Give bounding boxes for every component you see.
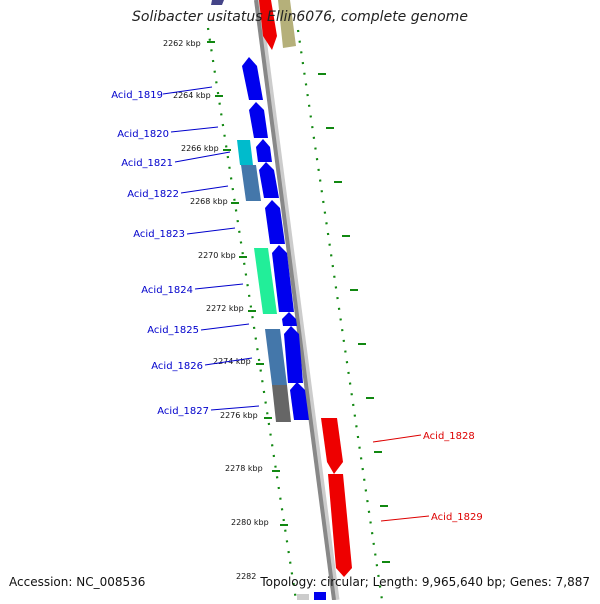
tick-label: 2270 kbp — [198, 251, 236, 260]
gene-label-acid-1822[interactable]: Acid_1822 — [127, 189, 179, 200]
gene-acid-1822-partner — [241, 165, 261, 201]
feature-partial-top-red — [259, 0, 277, 50]
gene-acid-1829-shape — [328, 474, 352, 577]
feature-partial-bottom-blue — [314, 592, 326, 600]
gene-acid-1828-shape — [321, 418, 343, 474]
gene-label-acid-1829[interactable]: Acid_1829 — [431, 512, 483, 523]
gene-labels: Acid_1819 Acid_1820 Acid_1821 Acid_1822 … — [111, 90, 483, 523]
gene-acid-1820-shape — [249, 102, 268, 138]
gene-acid-1824-partner — [254, 248, 277, 314]
gene-label-acid-1823[interactable]: Acid_1823 — [133, 229, 185, 240]
tick-marks — [207, 41, 390, 563]
gene-acid-1823-shape — [265, 200, 285, 244]
feature-partial-top-left — [211, 0, 224, 5]
accession-text: Accession: NC_008536 — [9, 575, 146, 589]
tick-label: 2262 kbp — [163, 39, 201, 48]
tick-label: 2268 kbp — [190, 197, 228, 206]
tick-label: 2272 kbp — [206, 304, 244, 313]
gene-label-acid-1826[interactable]: Acid_1826 — [151, 361, 203, 372]
gene-acid-1824-shape — [272, 245, 294, 312]
gene-acid-1827-shape — [290, 382, 309, 420]
gene-acid-1825-shape — [282, 312, 297, 326]
genome-summary-text: Topology: circular; Length: 9,965,640 bp… — [260, 575, 590, 589]
gene-label-acid-1819[interactable]: Acid_1819 — [111, 90, 163, 101]
gene-label-acid-1824[interactable]: Acid_1824 — [141, 285, 193, 296]
gene-label-acid-1821[interactable]: Acid_1821 — [121, 158, 173, 169]
gene-label-acid-1827[interactable]: Acid_1827 — [157, 406, 209, 417]
gene-acid-1826-shape — [284, 326, 303, 383]
gene-acid-1827-partner — [272, 385, 291, 422]
gene-acid-1821-shape — [256, 139, 272, 162]
label-leader-lines — [162, 86, 430, 522]
gene-label-acid-1828[interactable]: Acid_1828 — [423, 431, 475, 442]
gene-acid-1821-partner — [237, 140, 253, 165]
gene-acid-1822-shape — [259, 162, 279, 198]
gene-acid-1826-partner — [265, 329, 287, 385]
gene-label-acid-1820[interactable]: Acid_1820 — [117, 129, 169, 140]
gene-acid-1819-shape — [242, 57, 263, 100]
gene-label-acid-1825[interactable]: Acid_1825 — [147, 325, 199, 336]
feature-partial-top-olive — [278, 0, 296, 48]
map-title: Solibacter usitatus Ellin6076, complete … — [132, 9, 468, 25]
tick-label: 2280 kbp — [231, 518, 269, 527]
tick-label: 2264 kbp — [173, 91, 211, 100]
feature-partial-bottom-grey — [297, 594, 309, 600]
tick-label: 2266 kbp — [181, 144, 219, 153]
backbone-line — [254, 0, 336, 601]
tick-label: 2278 kbp — [225, 464, 263, 473]
tick-label: 2282 — [236, 572, 256, 581]
tick-label: 2276 kbp — [220, 411, 258, 420]
